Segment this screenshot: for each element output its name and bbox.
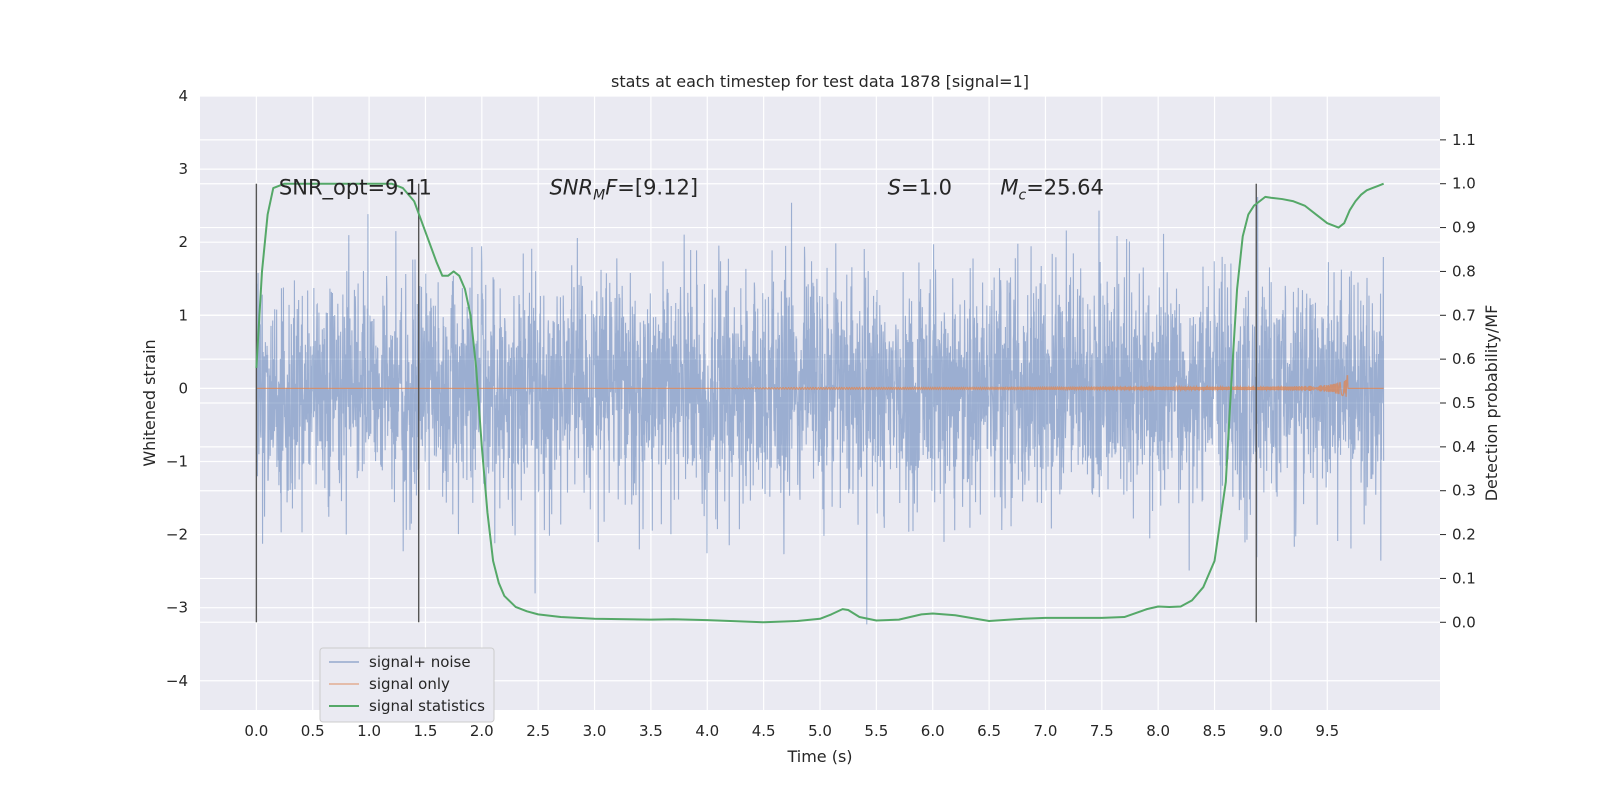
x-tick-label-19: 9.5 (1315, 722, 1339, 740)
x-tick-label-1: 0.5 (301, 722, 325, 740)
annotation-snr-opt: SNR_opt=9.11 (279, 176, 432, 201)
y-tick-label-6: 2 (178, 233, 188, 251)
y-tick-label-7: 3 (178, 160, 188, 178)
x-tick-label-11: 5.5 (864, 722, 888, 740)
x-tick-label-3: 1.5 (414, 722, 438, 740)
annotation-s-var: S (888, 176, 901, 200)
series-signal-only (256, 375, 1384, 397)
y2-tick-label-11: 1.1 (1452, 131, 1476, 149)
annotation-s-value-text: =1.0 (901, 176, 952, 200)
series-signal-noise (255, 197, 1385, 625)
x-tick-label-8: 4.0 (695, 722, 719, 740)
annotation-mc-sub: c (1018, 188, 1026, 204)
annotation-snr-mf-f: F (605, 176, 618, 200)
x-tick-label-9: 4.5 (752, 722, 776, 740)
y2-tick-label-4: 0.4 (1452, 438, 1476, 456)
x-tick-label-0: 0.0 (244, 722, 268, 740)
y2-tick-label-2: 0.2 (1452, 526, 1476, 544)
y-tick-label-3: −1 (166, 452, 188, 470)
x-tick-label-7: 3.5 (639, 722, 663, 740)
x-tick-label-13: 6.5 (977, 722, 1001, 740)
y2-tick-label-5: 0.5 (1452, 394, 1476, 412)
x-tick-label-4: 2.0 (470, 722, 494, 740)
y-tick-label-5: 1 (178, 306, 188, 324)
boundary-lines (255, 183, 1257, 623)
y-tick-label-8: 4 (178, 87, 188, 105)
annotation-snr-mf-sub: M (593, 188, 605, 204)
series-signal-statistics (255, 182, 1385, 624)
x-tick-label-14: 7.0 (1034, 722, 1058, 740)
y2-tick-label-6: 0.6 (1452, 350, 1476, 368)
y2-tick-label-10: 1.0 (1452, 175, 1476, 193)
legend-box (319, 647, 495, 723)
y2-tick-label-1: 0.1 (1452, 569, 1476, 587)
x-tick-label-6: 3.0 (583, 722, 607, 740)
y2-tick-labels: 0.0 0.1 0.2 0.3 0.4 0.5 0.6 0.7 0.8 0.9 1.0 1.1 (1440, 131, 1476, 631)
y-tick-label-0: −4 (166, 672, 188, 690)
y-tick-label-4: 0 (178, 379, 188, 397)
x-tick-label-2: 1.0 (357, 722, 381, 740)
chart-title: stats at each timestep for test data 187… (611, 72, 1029, 91)
x-tick-label-5: 2.5 (526, 722, 550, 740)
x-tick-labels: 0.0 0.5 1.0 1.5 2.0 2.5 3.0 3.5 4.0 4.5 5.0 5.5 6.0 6… (244, 722, 1339, 740)
traces (255, 197, 1385, 625)
annotation-mc-value-text: =25.64 (1026, 176, 1104, 200)
y2-axis-label: Detection probability/MF (1482, 305, 1501, 502)
annotation-s-value: S=1.0 (888, 176, 952, 200)
legend-label-signal-statistics: signal statistics (369, 697, 485, 715)
annotation-mc-value: Mc=25.64 (1000, 176, 1104, 204)
y2-tick-label-8: 0.8 (1452, 262, 1476, 280)
annotation-snr-mf-var: SNR (549, 176, 593, 200)
x-tick-label-10: 5.0 (808, 722, 832, 740)
y2-tick-label-9: 0.9 (1452, 219, 1476, 237)
y-axis-label: Whitened strain (140, 339, 159, 466)
x-axis-label: Time (s) (786, 747, 852, 766)
x-tick-label-16: 8.0 (1146, 722, 1170, 740)
y2-tick-label-7: 0.7 (1452, 306, 1476, 324)
legend-label-signal-only: signal only (369, 675, 450, 693)
x-tick-label-17: 8.5 (1203, 722, 1227, 740)
y2-tick-label-3: 0.3 (1452, 482, 1476, 500)
y-tick-label-2: −2 (166, 526, 188, 544)
x-tick-label-15: 7.5 (1090, 722, 1114, 740)
annotation-snr-mf: SNRMF=[9.12] (549, 176, 698, 204)
statistics-layer (255, 182, 1385, 624)
legend: signal+ noise signal only signal statist… (319, 647, 495, 723)
annotation-mc-var: M (1000, 176, 1018, 200)
annotation-snr-mf-value: =[9.12] (617, 176, 698, 200)
legend-label-signal-noise: signal+ noise (369, 653, 471, 671)
y-tick-label-1: −3 (166, 599, 188, 617)
x-tick-label-12: 6.0 (921, 722, 945, 740)
y2-tick-label-0: 0.0 (1452, 613, 1476, 631)
y-tick-labels: −4 −3 −2 −1 0 1 2 3 4 (166, 87, 188, 690)
x-tick-label-18: 9.0 (1259, 722, 1283, 740)
